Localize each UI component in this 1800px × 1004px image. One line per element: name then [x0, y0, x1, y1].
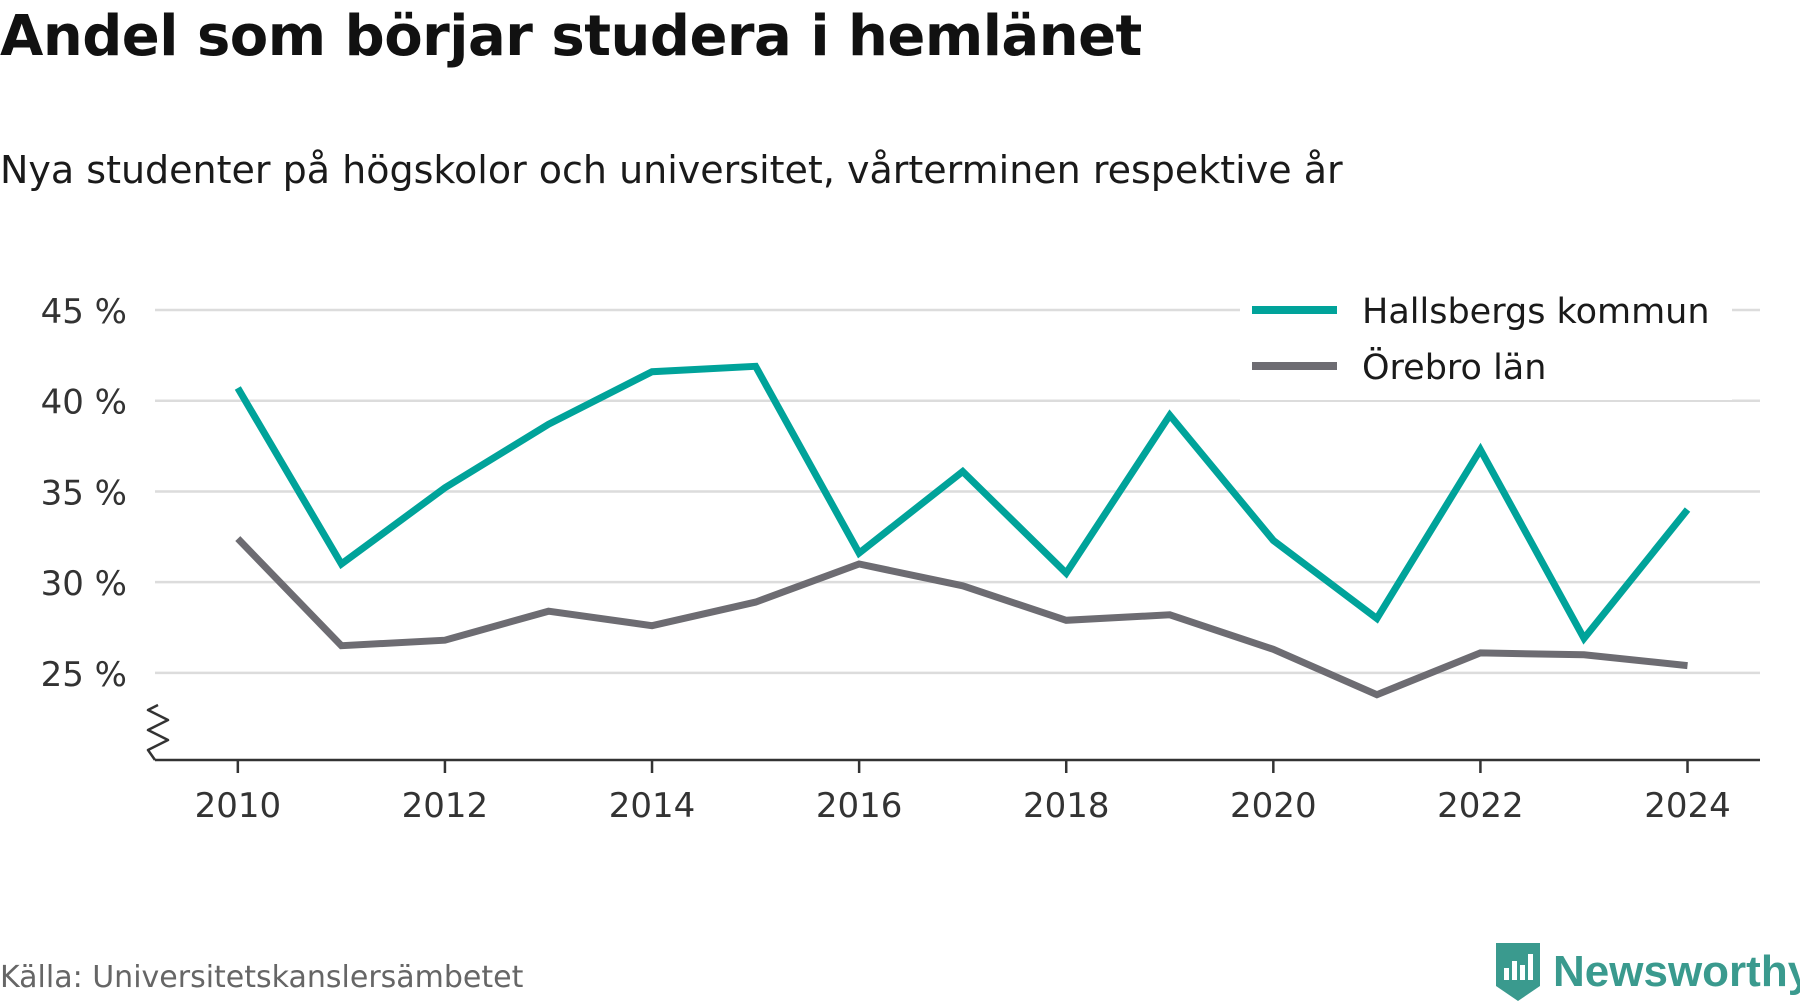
- x-tick-label: 2016: [816, 786, 903, 826]
- legend-label: Hallsbergs kommun: [1362, 292, 1710, 332]
- y-tick-label: 40 %: [41, 383, 127, 423]
- x-tick-label: 2014: [609, 786, 696, 826]
- newsworthy-logo-icon: [1496, 943, 1540, 1001]
- x-tick-label: 2018: [1023, 786, 1110, 826]
- y-tick-label: 45 %: [41, 292, 127, 332]
- chart-title: Andel som börjar studera i hemlänet: [0, 4, 1142, 69]
- y-tick-label: 25 %: [41, 655, 127, 695]
- x-tick-label: 2020: [1230, 786, 1317, 826]
- legend: Hallsbergs kommun Örebro län: [1240, 275, 1732, 400]
- axes: 25 % 30 % 35 % 40 % 45 % 2010 2012 2014 2016 2018…: [41, 292, 1760, 826]
- legend-label: Örebro län: [1362, 346, 1546, 388]
- x-tick-label: 2012: [402, 786, 489, 826]
- x-tick-label: 2024: [1644, 786, 1731, 826]
- y-tick-label: 30 %: [41, 564, 127, 604]
- source-note: Källa: Universitetskanslersämbetet: [0, 960, 524, 995]
- chart-subtitle: Nya studenter på högskolor och universit…: [0, 148, 1343, 192]
- series-line-orebro-lan: [235, 536, 1688, 699]
- series-lines: [234, 362, 1691, 699]
- brand-name: Newsworthy: [1553, 947, 1800, 996]
- series-line-hallsbergs-kommun: [234, 362, 1691, 645]
- y-tick-label: 35 %: [41, 473, 127, 513]
- x-tick-label: 2022: [1437, 786, 1524, 826]
- newsworthy-logo: Newsworthy: [1493, 940, 1800, 1004]
- axis-break-icon: [146, 703, 170, 761]
- x-tick-label: 2010: [195, 786, 282, 826]
- legend-background: [1240, 275, 1732, 400]
